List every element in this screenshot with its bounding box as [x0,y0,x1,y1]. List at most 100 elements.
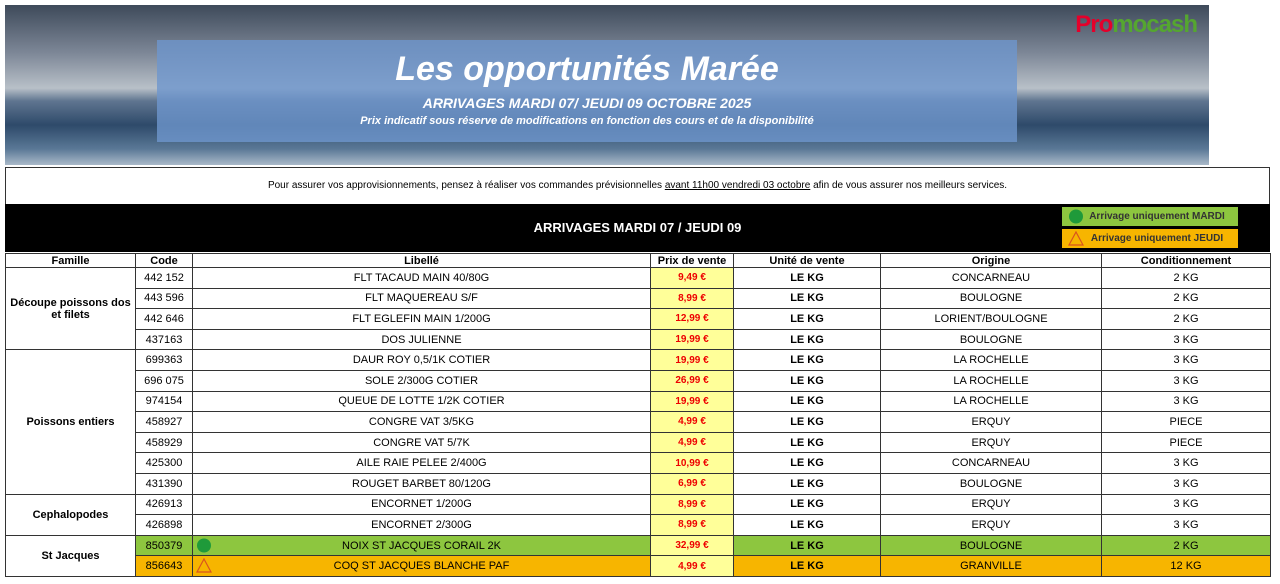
logo: Promocash [1075,11,1198,39]
unit: LE KG [733,452,881,474]
deadline: avant 11h00 vendredi 03 octobre [664,180,811,191]
table-row: Cephalopodes 426913 ENCORNET 1/200G 8,99 € L… [5,493,1271,536]
unit: LE KG [733,267,881,289]
column-header: Unité de vente [733,253,881,268]
table-row: 431390 ROUGET BARBET 80/120G 6,99 € LE KG BO… [6,472,1271,495]
banner: ARRIVAGES MARDI 07 / JEUDI 09 Arrivage u… [5,204,1270,252]
notice: Pour assurer vos approvisionnements, pen… [5,167,1270,205]
title: Les opportunités Marée [395,50,779,88]
pack: 2 KG [1101,287,1271,310]
code: 431390 [135,472,193,495]
origin: CONCARNEAU [880,452,1102,474]
unit: LE KG [733,514,881,536]
price: 8,99 € [650,493,734,516]
pack: 3 KG [1101,452,1271,474]
label: NOIX ST JACQUES CORAIL 2K [192,534,651,557]
origin: ERQUY [880,514,1102,536]
code: 696 075 [135,369,193,392]
unit: LE KG [733,349,881,371]
table-row: Poissons entiers 699363 DAUR ROY 0,5/1K CO… [5,349,1271,495]
notice-text: afin de vous assurer nos meilleurs servi… [810,180,1008,191]
origin: ERQUY [880,411,1102,433]
pack: 3 KG [1101,328,1271,351]
price: 8,99 € [650,287,734,310]
banner-title: ARRIVAGES MARDI 07 / JEUDI 09 [533,220,742,235]
label: AILE RAIE PELEE 2/400G [192,452,651,474]
origin: LA ROCHELLE [880,390,1102,413]
pack: 3 KG [1101,349,1271,371]
price: 4,99 € [650,431,734,454]
table-row: St Jacques 850379 NOIX ST JACQUES CORAIL 2… [5,534,1271,577]
notice-text: Pour assurer vos approvisionnements, pen… [267,180,665,191]
label: DOS JULIENNE [192,328,651,351]
code: 442 646 [135,308,193,330]
code: 443 596 [135,287,193,310]
label: FLT TACAUD MAIN 40/80G [192,267,651,289]
code: 974154 [135,390,193,413]
price: 19,99 € [650,328,734,351]
family: St Jacques [5,534,136,577]
table-row: 856643 COQ ST JACQUES BLANCHE PAF 4,99 € LE… [5,555,1271,577]
family: Cephalopodes [5,493,136,536]
label: CONGRE VAT 5/7K [192,431,651,454]
label: FLT EGLEFIN MAIN 1/200G [192,308,651,330]
price: 4,99 € [650,411,734,433]
price: 10,99 € [650,452,734,474]
origin: BOULOGNE [880,287,1102,310]
origin: ERQUY [880,431,1102,454]
price: 4,99 € [650,555,734,577]
price: 32,99 € [650,534,734,557]
header-box: Les opportunités Marée ARRIVAGES MARDI 0… [157,40,1017,142]
pack: 2 KG [1101,308,1271,330]
unit: LE KG [733,472,881,495]
table-row: 437163 DOS JULIENNE 19,99 € LE KG BOULOGNE 3 … [6,328,1271,351]
code: 856643 [135,555,193,577]
unit: LE KG [733,287,881,310]
price: 19,99 € [650,390,734,413]
unit: LE KG [733,369,881,392]
price: 8,99 € [650,514,734,536]
origin: BOULOGNE [880,534,1102,557]
column-header: Conditionnement [1101,253,1271,268]
unit: LE KG [733,308,881,330]
pack: 3 KG [1101,369,1271,392]
code: 850379 [135,534,193,557]
origin: ERQUY [880,493,1102,516]
column-header: Famille [5,253,136,268]
code: 426898 [135,514,193,536]
pack: 3 KG [1101,514,1271,536]
table-row: 696 075 SOLE 2/300G COTIER 26,99 € LE KG LA … [6,369,1271,392]
price: 12,99 € [650,308,734,330]
table-row: 974154 QUEUE DE LOTTE 1/2K COTIER 19,99 € L… [6,390,1271,413]
header-row: Famille Code Libellé Prix de vente Unité de … [5,253,1271,268]
table-row: Découpe poissons dos et filets 442 152 FLT… [5,266,1271,351]
marker-icon [197,538,211,553]
origin: BOULOGNE [880,472,1102,495]
price: 19,99 € [650,349,734,371]
column-header: Libellé [192,253,651,268]
pack: 3 KG [1101,472,1271,495]
code: 699363 [135,349,193,371]
origin: GRANVILLE [880,555,1102,577]
price: 6,99 € [650,472,734,495]
code: 426913 [135,493,193,516]
origin: LA ROCHELLE [880,349,1102,371]
code: 425300 [135,452,193,474]
label: COQ ST JACQUES BLANCHE PAF [192,555,651,577]
label: QUEUE DE LOTTE 1/2K COTIER [192,390,651,413]
subtitle: ARRIVAGES MARDI 07/ JEUDI 09 OCTOBRE 202… [422,95,752,111]
legend-label: Arrivage uniquement JEUDI [1090,233,1224,244]
table-row: 425300 AILE RAIE PELEE 2/400G 10,99 € LE KG… [6,452,1271,474]
table-row: 442 646 FLT EGLEFIN MAIN 1/200G 12,99 € LE … [6,308,1271,330]
code: 458929 [135,431,193,454]
code: 442 152 [135,267,193,289]
pack: 3 KG [1101,493,1271,516]
pack: 3 KG [1101,390,1271,413]
label: CONGRE VAT 3/5KG [192,411,651,433]
marker-icon [1069,209,1083,224]
label: FLT MAQUEREAU S/F [192,287,651,310]
column-header: Code [135,253,193,268]
column-header: Prix de vente [650,253,734,268]
origin: CONCARNEAU [880,267,1102,289]
